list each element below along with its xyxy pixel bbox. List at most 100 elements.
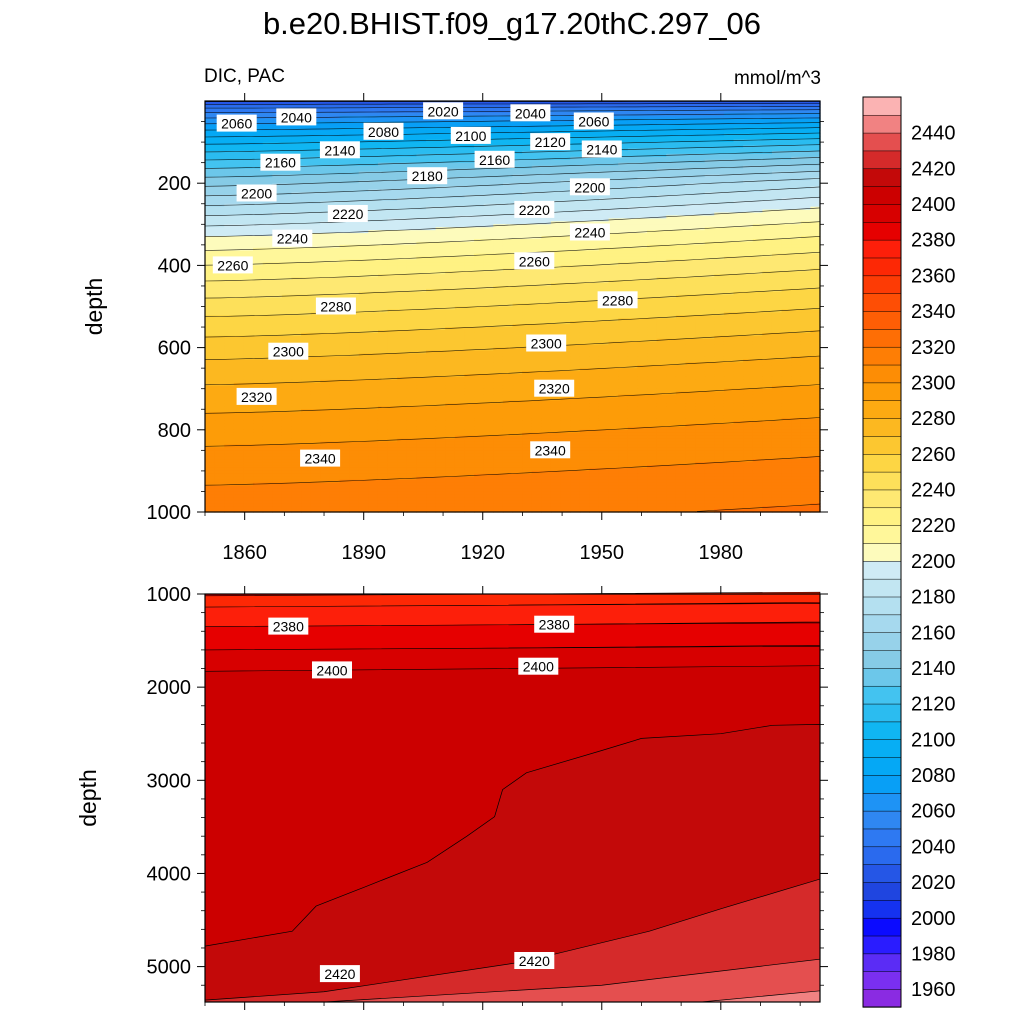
upper-field-cell [349,162,360,167]
upper-field-cell [704,259,715,264]
upper-field-cell [272,142,283,146]
upper-field-cell [714,233,725,237]
upper-field-cell [368,241,379,246]
upper-field-cell [493,291,504,296]
upper-field-cell [339,136,350,140]
upper-field-cell [733,283,744,287]
upper-field-cell [656,253,667,258]
upper-field-cell [714,115,725,120]
upper-field-cell [320,221,331,225]
upper-field-cell [743,265,754,269]
upper-field-cell [281,209,293,214]
upper-field-cell [435,150,446,155]
upper-field-cell [522,186,533,190]
upper-field-cell [579,203,590,208]
upper-field-cell [560,224,571,228]
upper-field-cell [435,233,446,237]
upper-field-cell [637,218,648,222]
upper-field-cell [233,168,245,173]
upper-field-cell [675,145,687,149]
upper-field-cell [579,101,590,105]
upper-field-cell [762,165,773,170]
upper-field-cell [464,150,475,155]
upper-field-cell [550,283,562,287]
upper-field-cell [656,106,667,111]
upper-field-cell [243,280,254,284]
upper-field-cell [762,227,773,231]
upper-field-cell [377,306,389,311]
upper-field-cell [733,215,744,220]
upper-field-cell [608,277,619,281]
upper-field-cell [445,256,456,261]
upper-field-cell [435,209,446,214]
upper-field-cell [570,221,581,225]
upper-field-cell [733,171,744,175]
upper-field-cell [233,147,245,152]
upper-field-cell [224,212,235,217]
upper-field-cell [445,262,456,266]
upper-field-cell [445,259,456,264]
upper-field-cell [733,130,744,134]
upper-field-cell [358,253,369,258]
upper-field-cell [272,189,283,193]
upper-field-cell [262,124,273,129]
upper-field-cell [656,206,667,211]
upper-field-cell [320,253,331,258]
upper-field-cell [723,206,735,211]
upper-field-cell [810,262,821,266]
upper-field-cell [301,300,312,305]
upper-field-cell [733,174,744,178]
upper-field-cell [310,274,321,278]
upper-field-cell [464,244,475,249]
upper-field-cell [435,262,446,266]
upper-field-cell [310,280,321,284]
upper-field-cell [733,197,744,202]
upper-field-cell [214,244,225,249]
upper-field-cell [781,227,792,231]
upper-field-cell [618,150,629,155]
upper-field-cell [550,271,562,275]
upper-field-cell [666,247,677,252]
upper-field-cell [579,280,590,284]
upper-field-cell [704,306,715,311]
upper-field-cell [598,288,610,293]
upper-field-cell [387,285,398,290]
upper-field-cell [800,194,811,199]
upper-field-cell [281,280,293,284]
upper-field-cell [493,250,504,255]
upper-field-cell [426,218,437,222]
upper-field-cell [579,162,590,167]
upper-field-cell [310,268,321,272]
upper-field-cell [704,244,715,249]
upper-field-cell [349,118,360,123]
upper-field-cell [435,130,446,134]
upper-field-cell [262,215,273,220]
upper-field-cell [435,192,446,196]
upper-field-cell [771,109,783,114]
upper-field-cell [205,274,216,278]
upper-field-cell [368,165,379,170]
upper-field-cell [618,133,629,137]
upper-field-cell [387,209,398,214]
upper-field-cell [733,109,744,114]
upper-field-cell [368,253,379,258]
upper-field-cell [214,253,225,258]
upper-field-cell [627,130,639,134]
upper-field-cell [339,265,350,269]
upper-field-cell [743,101,754,105]
upper-field-cell [752,297,763,302]
upper-field-cell [377,139,389,143]
upper-field-cell [262,224,273,228]
upper-field-cell [762,168,773,173]
upper-field-cell [627,244,639,249]
upper-field-cell [358,142,369,146]
upper-field-cell [579,297,590,302]
upper-field-cell [483,291,494,296]
upper-field-cell [320,192,331,196]
upper-field-cell [493,127,504,131]
upper-field-cell [637,280,648,284]
upper-field-cell [733,241,744,246]
upper-field-cell [262,136,273,140]
upper-field-cell [291,206,302,211]
upper-field-cell [454,277,466,281]
